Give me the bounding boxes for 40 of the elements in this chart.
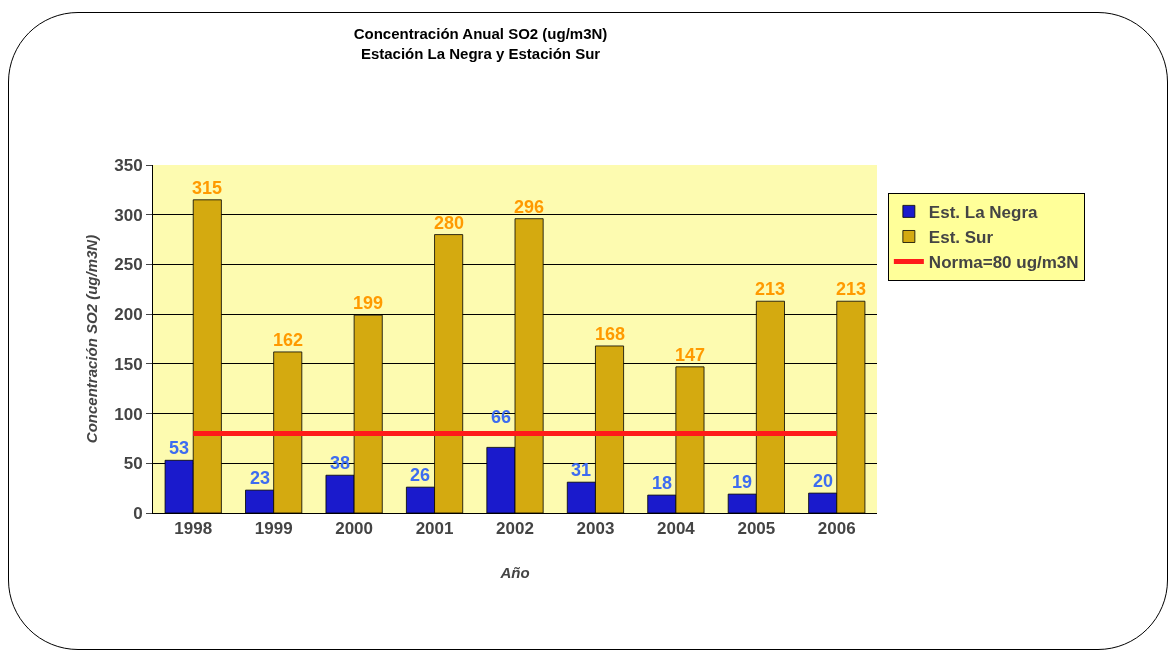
data-label: 280 — [434, 213, 465, 233]
y-tick-label: 150 — [114, 354, 143, 374]
data-label: 31 — [571, 460, 592, 480]
data-label: 213 — [755, 279, 786, 299]
data-label: 23 — [250, 468, 271, 488]
y-tick-label: 300 — [114, 205, 143, 225]
y-axis-title: Concentración SO2 (ug/m3N) — [83, 234, 101, 444]
x-axis-title: Año — [499, 564, 530, 582]
data-label: 147 — [675, 345, 706, 365]
chart-subtitle: Estación La Negra y Estación Sur — [360, 44, 601, 62]
y-tick-label: 250 — [114, 255, 143, 275]
data-label: 168 — [595, 324, 626, 344]
data-label: 213 — [836, 279, 867, 299]
x-tick-label: 1999 — [254, 519, 293, 539]
x-tick-label: 2005 — [737, 519, 776, 539]
data-label: 19 — [732, 472, 753, 492]
data-label: 18 — [652, 473, 673, 493]
x-tick-label: 1998 — [174, 519, 213, 539]
x-tick-label: 2002 — [496, 519, 534, 539]
data-label: 20 — [813, 471, 834, 491]
legend-label: Est. Sur — [928, 228, 994, 248]
data-label: 315 — [192, 178, 223, 198]
y-tick-label: 350 — [114, 155, 143, 175]
data-label: 53 — [169, 438, 190, 458]
data-label: 26 — [410, 465, 431, 485]
x-tick-label: 2001 — [415, 519, 454, 539]
data-label: 199 — [353, 293, 384, 313]
x-tick-label: 2004 — [656, 519, 696, 539]
x-tick-label: 2000 — [335, 519, 374, 539]
chart-title: Concentración Anual SO2 (ug/m3N) — [353, 25, 608, 43]
x-tick-label: 2006 — [817, 519, 856, 539]
y-tick-label: 50 — [123, 454, 143, 474]
data-label: 296 — [514, 197, 545, 217]
y-tick-label: 100 — [114, 404, 143, 424]
legend-label: Norma=80 ug/m3N — [928, 253, 1079, 273]
y-tick-label: 200 — [114, 305, 143, 325]
data-label: 162 — [273, 330, 304, 350]
legend-label: Est. La Negra — [928, 203, 1039, 223]
y-tick-label: 0 — [133, 503, 143, 523]
x-tick-label: 2003 — [576, 519, 615, 539]
